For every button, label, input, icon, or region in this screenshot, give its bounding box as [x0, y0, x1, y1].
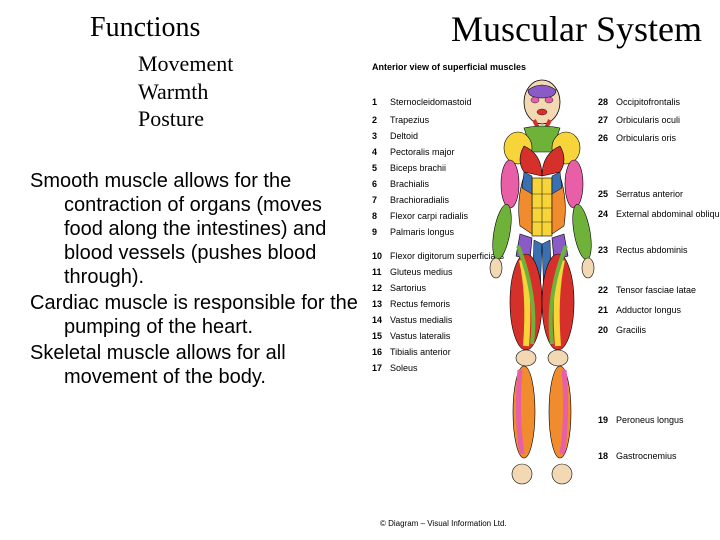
muscle-label: 3Deltoid — [372, 132, 418, 141]
figure-caption: Anterior view of superficial muscles — [372, 62, 708, 72]
paragraph: Cardiac muscle is responsible for the pu… — [30, 291, 360, 339]
muscle-label: 7Brachioradialis — [372, 196, 449, 205]
muscle-label: 9Palmaris longus — [372, 228, 454, 237]
muscle-label: 15Vastus lateralis — [372, 332, 450, 341]
muscle-label: 14Vastus medialis — [372, 316, 452, 325]
muscle-label: 22Tensor fasciae latae — [598, 286, 696, 295]
anatomy-svg — [476, 76, 608, 516]
muscle-label: 16Tibialis anterior — [372, 348, 451, 357]
muscle-label: 27Orbicularis oculi — [598, 116, 680, 125]
left-column: Functions Movement Warmth Posture Smooth… — [30, 12, 360, 391]
muscle-label: 2Trapezius — [372, 116, 429, 125]
muscle-label: 8Flexor carpi radialis — [372, 212, 468, 221]
muscle-label: 17Soleus — [372, 364, 418, 373]
muscle-label: 11Gluteus medius — [372, 268, 453, 277]
figure-copyright: © Diagram – Visual Information Ltd. — [380, 519, 507, 528]
muscle-label: 24External abdominal oblique — [598, 210, 720, 219]
muscle-label: 18Gastrocnemius — [598, 452, 677, 461]
muscle-label: 1Sternocleidomastoid — [372, 98, 472, 107]
muscle-label: 19Peroneus longus — [598, 416, 684, 425]
paragraph: Smooth muscle allows for the contraction… — [30, 169, 360, 289]
muscle-label: 6Brachialis — [372, 180, 429, 189]
muscle-label: 21Adductor longus — [598, 306, 681, 315]
muscle-label: 26Orbicularis oris — [598, 134, 676, 143]
functions-item: Movement — [138, 50, 360, 78]
muscle-label: 25Serratus anterior — [598, 190, 683, 199]
functions-item: Posture — [138, 105, 360, 133]
muscle-label: 23Rectus abdominis — [598, 246, 688, 255]
body-text: Smooth muscle allows for the contraction… — [30, 169, 360, 389]
muscle-diagram: Anterior view of superficial muscles 1St… — [372, 62, 708, 530]
muscle-label: 13Rectus femoris — [372, 300, 450, 309]
muscle-label: 5Biceps brachii — [372, 164, 446, 173]
page-title: Muscular System — [451, 8, 702, 50]
muscle-label: 12Sartorius — [372, 284, 426, 293]
functions-heading: Functions — [90, 12, 360, 44]
muscle-label: 28Occipitofrontalis — [598, 98, 680, 107]
muscle-label: 4Pectoralis major — [372, 148, 455, 157]
paragraph: Skeletal muscle allows for all movement … — [30, 341, 360, 389]
functions-list: Movement Warmth Posture — [138, 50, 360, 133]
functions-item: Warmth — [138, 78, 360, 106]
